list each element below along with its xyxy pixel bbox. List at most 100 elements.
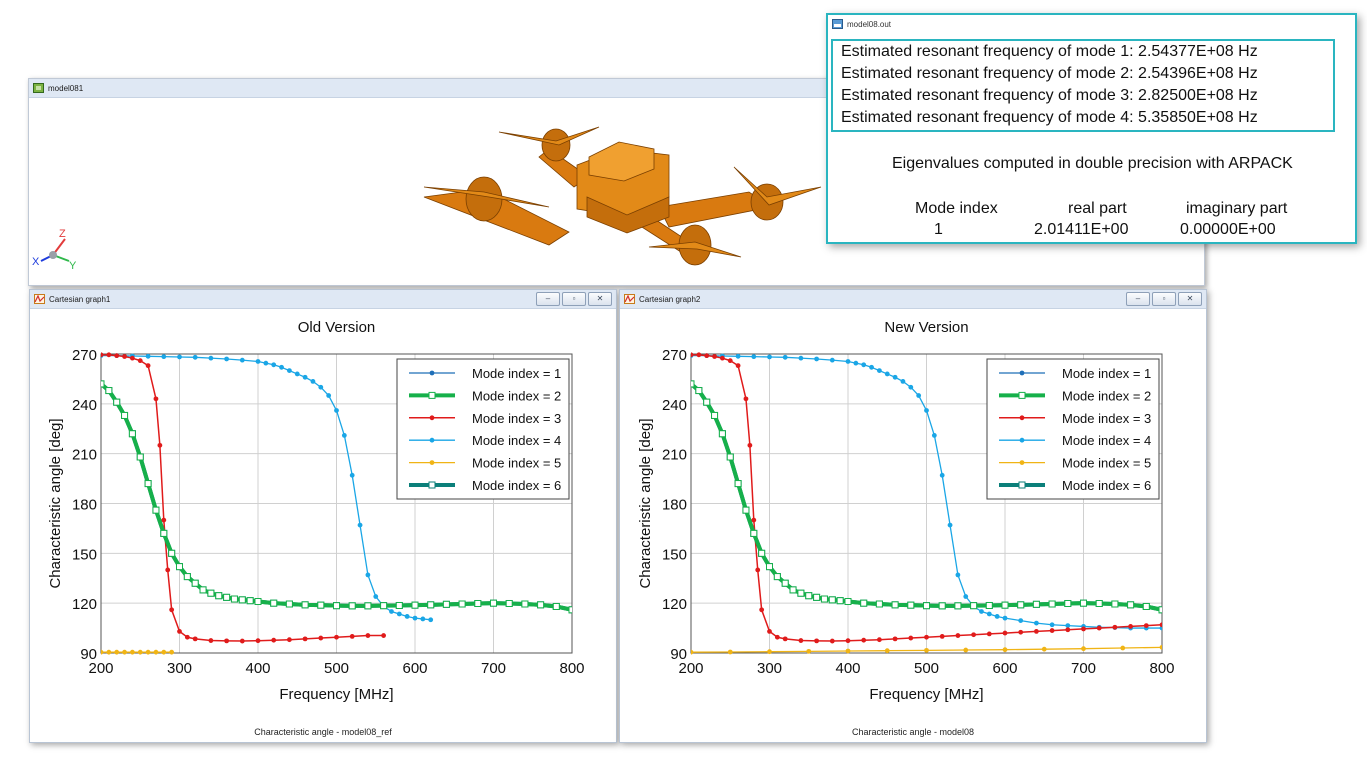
minimize-button[interactable]: ‒: [1126, 292, 1150, 306]
legend-marker: [429, 370, 435, 376]
data-point: [955, 633, 961, 638]
data-point: [285, 600, 293, 608]
data-point: [537, 601, 545, 609]
chart-new-version[interactable]: 200 300 400 500 600 700 800 90 120 150 180 210 240 27…: [620, 308, 1206, 728]
viewer-canvas[interactable]: Z X Y: [29, 97, 1204, 285]
data-point: [389, 609, 394, 614]
minimize-button[interactable]: ‒: [536, 292, 560, 306]
data-point: [875, 600, 883, 608]
legend-marker: [429, 460, 435, 465]
data-point: [1018, 618, 1024, 624]
legend-marker: [1019, 415, 1025, 421]
data-point: [798, 638, 804, 643]
legend-label: Mode index = 1: [1062, 366, 1151, 381]
data-point: [302, 374, 308, 380]
data-point: [1001, 601, 1009, 609]
data-point: [130, 355, 135, 361]
data-point: [767, 649, 772, 655]
legend-marker: [1018, 481, 1026, 489]
data-point: [458, 600, 466, 608]
data-point: [861, 362, 867, 368]
x-tick-label: 500: [324, 660, 349, 677]
data-point: [208, 638, 214, 643]
output-file-window[interactable]: model08.out Estimated resonant frequency…: [826, 13, 1357, 244]
data-point: [703, 398, 711, 406]
data-point: [1018, 629, 1024, 635]
legend-marker: [1019, 437, 1025, 443]
data-point: [191, 579, 199, 587]
data-point: [317, 601, 325, 609]
data-point: [814, 356, 819, 362]
data-point: [176, 563, 183, 571]
data-point: [373, 594, 379, 599]
legend-label: Mode index = 6: [1062, 478, 1151, 493]
data-point: [365, 633, 371, 638]
data-point: [750, 529, 758, 537]
restore-button[interactable]: ▫: [562, 292, 586, 306]
data-point: [474, 599, 482, 607]
drone-mesh-model[interactable]: [423, 126, 822, 266]
data-point: [349, 472, 355, 478]
data-point: [136, 453, 144, 461]
data-point: [743, 396, 749, 402]
data-point: [427, 601, 435, 609]
cartesian-graph-window-1[interactable]: Cartesian graph1 ‒ ▫ ✕ 200 300 400 500 600 70…: [29, 289, 617, 743]
data-point: [1159, 622, 1162, 628]
x-tick-label: 700: [481, 660, 506, 677]
output-titlebar[interactable]: model08.out: [828, 15, 1355, 33]
data-point: [845, 648, 851, 654]
data-point: [1127, 601, 1135, 609]
data-point: [161, 649, 167, 655]
data-point: [318, 384, 324, 390]
x-tick-label: 800: [559, 660, 584, 677]
cartesian-graph-window-2[interactable]: Cartesian graph2 ‒ ▫ ✕ 200 300 400 500 600 70…: [619, 289, 1207, 743]
data-point: [970, 602, 978, 610]
3d-model-icon: [33, 83, 44, 93]
data-point: [365, 572, 371, 578]
close-button[interactable]: ✕: [1178, 292, 1202, 306]
data-point: [165, 567, 171, 573]
legend-label: Mode index = 3: [1062, 411, 1151, 426]
data-point: [114, 353, 120, 359]
data-point: [691, 352, 694, 358]
data-point: [1112, 624, 1118, 630]
data-point: [782, 354, 788, 360]
graph2-titlebar[interactable]: Cartesian graph2 ‒ ▫ ✕: [620, 290, 1206, 309]
restore-button[interactable]: ▫: [1152, 292, 1176, 306]
series-group: [101, 352, 572, 655]
axis-y-label: Y: [69, 260, 77, 272]
data-point: [955, 572, 961, 578]
data-point: [239, 638, 245, 644]
chart-old-version[interactable]: 200 300 400 500 600 700 800 90 120 150 180 210 240 27…: [30, 308, 616, 728]
data-point: [1158, 606, 1162, 614]
legend-label: Mode index = 2: [1062, 388, 1151, 403]
frequency-line: Estimated resonant frequency of mode 3: …: [841, 87, 1258, 104]
legend-marker: [429, 415, 435, 421]
data-point: [105, 387, 113, 395]
data-point: [1081, 646, 1086, 652]
data-point: [153, 649, 159, 655]
data-point: [892, 636, 898, 642]
data-point: [924, 647, 929, 653]
data-point: [442, 600, 450, 608]
data-point: [333, 602, 340, 610]
data-point: [923, 602, 930, 610]
data-point: [892, 374, 898, 380]
data-point: [781, 579, 789, 587]
x-tick-label: 500: [914, 660, 939, 677]
y-tick-label: 90: [80, 646, 97, 663]
data-point: [137, 649, 143, 655]
x-tick-label: 600: [402, 660, 427, 677]
close-button[interactable]: ✕: [588, 292, 612, 306]
data-point: [963, 594, 969, 599]
data-point: [963, 647, 969, 653]
data-point: [395, 601, 403, 609]
data-point: [806, 648, 812, 654]
data-point: [1120, 645, 1126, 651]
data-point: [1049, 622, 1055, 628]
graph2-caption: Characteristic angle - model08: [851, 727, 975, 737]
data-point: [199, 586, 207, 594]
data-point: [1032, 600, 1040, 608]
graph1-titlebar[interactable]: Cartesian graph1 ‒ ▫ ✕: [30, 290, 616, 309]
data-point: [938, 602, 946, 610]
